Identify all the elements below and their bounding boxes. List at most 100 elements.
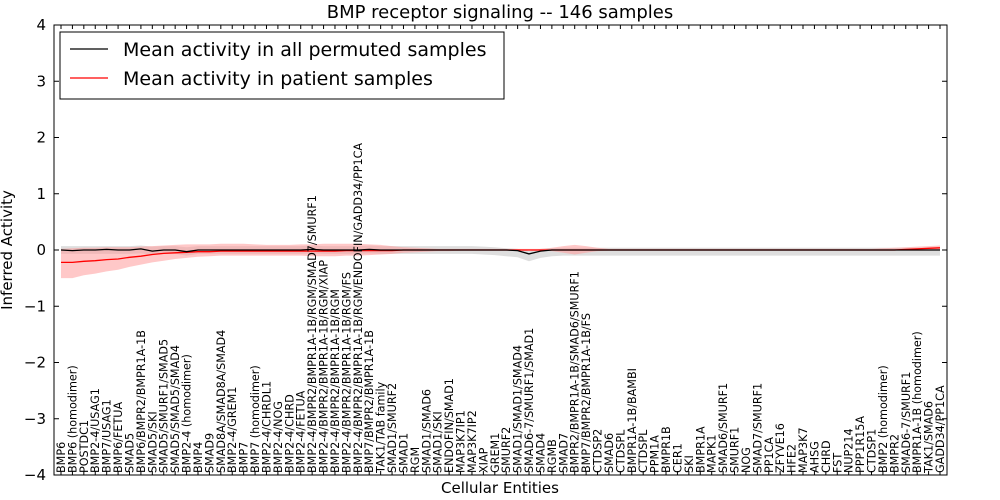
x-tick-label: SMAD4 bbox=[535, 433, 548, 473]
x-tick-label: BMP2-4 (homodimer) bbox=[181, 354, 194, 473]
y-axis-label: Inferred Activity bbox=[0, 190, 16, 310]
x-tick-label: CTDSPL bbox=[614, 429, 627, 473]
x-tick-label: BMP2-4/BMPR2/BMPR1A-1B/RGM/ENDOFIN/GADD3… bbox=[352, 143, 365, 473]
x-tick-label: TAK1/TAB family bbox=[375, 381, 388, 474]
x-tick-label: SMURF1 bbox=[729, 427, 742, 473]
x-tick-label: GADD34/PP1CA bbox=[934, 385, 947, 473]
chart-title: BMP receptor signaling -- 146 samples bbox=[327, 2, 674, 23]
legend-box bbox=[59, 31, 505, 100]
x-tick-label: SMAD7/SMURF1 bbox=[751, 383, 764, 473]
x-tick-label: SMAD6-7/SMURF1/SMAD1 bbox=[523, 328, 536, 473]
band-patient bbox=[61, 243, 940, 279]
x-tick-label: SKI bbox=[683, 455, 696, 473]
x-tick-label: SMAD6-7/SMURF1 bbox=[900, 372, 913, 473]
x-tick-label: RGM bbox=[409, 447, 422, 473]
x-tick-label: BMP2-4/FETUA bbox=[295, 390, 308, 473]
x-tick-label: NOG bbox=[740, 447, 753, 473]
x-tick-label: BMP7/USAG1 bbox=[101, 399, 114, 473]
x-tick-label: SMAD9 bbox=[203, 433, 216, 473]
x-tick-label: CTDSPL bbox=[637, 429, 650, 473]
x-tick-label: BMP6 (homodimer) bbox=[66, 365, 79, 473]
y-tick-label: 1 bbox=[36, 185, 46, 203]
x-tick-label: SMURF2 bbox=[500, 427, 513, 473]
x-tick-label: SMAD6/SMURF1 bbox=[717, 383, 730, 473]
x-tick-label: AHSG bbox=[808, 441, 821, 473]
x-tick-label: MAPK1 bbox=[706, 434, 719, 473]
y-tick-label: 4 bbox=[36, 16, 46, 34]
axis-ticks bbox=[54, 24, 947, 476]
x-tick-label: BMPR1A-1B (homodimer) bbox=[911, 331, 924, 473]
x-tick-label: SMAD1/SMURF2 bbox=[386, 383, 399, 473]
x-tick-label: HFE2 bbox=[786, 444, 799, 473]
x-tick-label: SMAD8A/SMAD8A/SMAD4 bbox=[215, 330, 228, 473]
x-tick-label: BMP2-4/CHRD bbox=[283, 394, 296, 473]
x-tick-label: BMP7 bbox=[238, 442, 251, 473]
x-tick-label: BMP2-4/BMPR2/BMPR1A-1B/RGM bbox=[329, 289, 342, 473]
x-tick-label: NUP214 bbox=[843, 428, 856, 473]
x-tick-label: MAP3K7IP2 bbox=[466, 410, 479, 473]
y-tick-label: −3 bbox=[24, 410, 46, 428]
x-tick-label: ENDOFIN/SMAD1 bbox=[443, 378, 456, 473]
x-tick-label: GREM1 bbox=[489, 433, 502, 473]
x-tick-label: SMAD1/SMAD1/SMAD4 bbox=[512, 345, 525, 473]
x-tick-label: PP1CA bbox=[763, 437, 776, 473]
x-tick-label: BMPR1A bbox=[694, 426, 707, 473]
x-tick-label: MAP3K7 bbox=[797, 427, 810, 473]
x-tick-label: BMP2-4/CHRDL1 bbox=[261, 381, 274, 473]
x-tick-label: BMP6/BMPR2/BMPR1A-1B bbox=[135, 330, 148, 473]
x-tick-label: PPP1R15A bbox=[854, 416, 867, 473]
x-tick-label: SMAD5/SMAD5/SMAD4 bbox=[169, 345, 182, 473]
x-tick-label: BMP2-4/BMPR2/BMPR1A-1B/RGM/SMAD7/SMURF1 bbox=[306, 195, 319, 473]
x-tick-label: BMP2-4/BMPR2/BMPR1A-1B/RGM/FS bbox=[340, 272, 353, 473]
x-tick-label: BMP7/BMPR2/BMPR1A-1B/FS bbox=[580, 313, 593, 473]
y-tick-labels: −4 −3 −2 −1 0 1 2 3 4 bbox=[24, 16, 46, 484]
x-axis-label: Cellular Entities bbox=[441, 479, 559, 497]
x-tick-label: TAK1/SMAD6 bbox=[923, 401, 936, 474]
x-tick-label: SMAD7 bbox=[557, 433, 570, 473]
x-tick-label: FST bbox=[831, 453, 844, 473]
x-tick-label: SMAD1 bbox=[398, 433, 411, 473]
x-tick-label: CHRD bbox=[820, 440, 833, 473]
x-tick-label: BMP2-4/USAG1 bbox=[89, 388, 102, 473]
y-tick-label: −4 bbox=[24, 466, 46, 484]
x-tick-label: BMPR2 bbox=[888, 434, 901, 473]
x-tick-label: BMPR2/BMPR1A-1B/SMAD6/SMURF1 bbox=[569, 271, 582, 473]
x-tick-label: CTDSP1 bbox=[866, 429, 879, 473]
x-tick-label: BMP2-4/BMPR2/BMPR1A-1B/RGM/XIAP bbox=[318, 260, 331, 473]
legend-label-patient: Mean activity in patient samples bbox=[123, 68, 433, 90]
x-tick-label: BMP7/BMPR2/BMPR1A-1B bbox=[363, 330, 376, 473]
x-tick-label: POSTDC1 bbox=[78, 420, 91, 473]
x-tick-label: MAP3K7IP1 bbox=[455, 410, 468, 473]
x-tick-label: XIAP bbox=[477, 447, 490, 473]
y-tick-label: −2 bbox=[24, 354, 46, 372]
y-tick-label: 3 bbox=[36, 72, 46, 90]
x-tick-label: CER1 bbox=[671, 443, 684, 473]
x-tick-label: BMP6 bbox=[55, 442, 68, 473]
y-tick-label: 2 bbox=[36, 129, 46, 147]
x-tick-label: SMAD6 bbox=[603, 433, 616, 473]
legend: Mean activity in all permuted samples Me… bbox=[59, 31, 505, 100]
plot-area bbox=[53, 24, 948, 476]
x-tick-label: BMP4 bbox=[192, 442, 205, 473]
x-tick-label: CTDSP2 bbox=[592, 429, 605, 473]
x-tick-label: SMAD5 bbox=[124, 433, 137, 473]
y-tick-label: −1 bbox=[24, 297, 46, 315]
x-tick-label: BMPR1A-1B/BAMBI bbox=[626, 368, 639, 473]
x-tick-label: SMAD1/SMAD6 bbox=[420, 389, 433, 473]
x-tick-label: SMAD5/SMURF1/SMAD5 bbox=[158, 339, 171, 473]
x-tick-label: SMAD1/SKI bbox=[432, 411, 445, 473]
x-tick-label: BMP2 (homodimer) bbox=[877, 365, 890, 473]
series-lines bbox=[60, 247, 941, 264]
x-tick-label: RGMB bbox=[546, 439, 559, 473]
x-tick-label: ZFYVE16 bbox=[774, 423, 787, 473]
x-tick-label: BMP2-4/GREM1 bbox=[226, 387, 239, 473]
x-tick-label: BMP2-4/NOG bbox=[272, 401, 285, 473]
y-tick-label: 0 bbox=[36, 241, 46, 259]
x-tick-label: PPM1A bbox=[649, 435, 662, 473]
x-tick-label: BMPR1B bbox=[660, 426, 673, 473]
line-permuted bbox=[60, 248, 940, 255]
legend-label-permuted: Mean activity in all permuted samples bbox=[123, 39, 486, 61]
x-tick-label: SMAD5/SKI bbox=[146, 411, 159, 473]
